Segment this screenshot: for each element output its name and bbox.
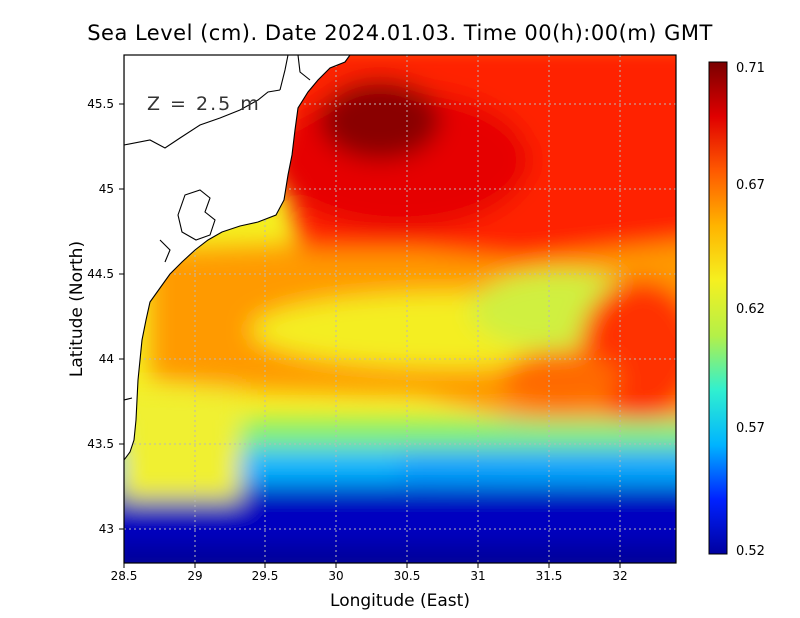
coastline-inner-2 xyxy=(279,55,289,91)
y-tick-label: 43.5 xyxy=(87,437,114,451)
x-axis-label: Longitude (East) xyxy=(330,591,470,611)
y-tick-label: 44 xyxy=(99,352,114,366)
field-deep-band xyxy=(124,545,676,563)
colorbar-tick-label: 0.62 xyxy=(736,302,765,317)
x-tick-label: 30 xyxy=(328,569,343,583)
y-axis: 43 43.5 44 44.5 45 45.5 Latitude (North) xyxy=(67,97,124,536)
field-east-orange xyxy=(500,350,620,410)
plot-frame xyxy=(123,54,677,564)
x-tick-label: 31.5 xyxy=(536,569,563,583)
x-tick-label: 30.5 xyxy=(394,569,421,583)
x-tick-label: 29 xyxy=(187,569,202,583)
coastline-lake xyxy=(177,189,216,241)
y-tick-label: 43 xyxy=(99,522,114,536)
y-axis-label: Latitude (North) xyxy=(67,241,87,377)
chart-title: Sea Level (cm). Date 2024.01.03. Time 00… xyxy=(87,21,713,45)
y-tick-label: 44.5 xyxy=(87,267,114,281)
x-axis: 28.5 29 29.5 30 30.5 31 31.5 32 Longitud… xyxy=(111,563,628,611)
colorbar-tick-label: 0.67 xyxy=(736,178,765,193)
colorbar-tick-label: 0.52 xyxy=(736,544,765,559)
colorbar-tick-label: 0.57 xyxy=(736,421,765,436)
coastline-inner-3 xyxy=(297,55,311,81)
field-maximum xyxy=(320,80,440,160)
colorbar: 0.71 0.67 0.62 0.57 0.52 xyxy=(708,61,765,559)
plot-area: Z = 2.5 m xyxy=(124,55,676,563)
x-tick-label: 28.5 xyxy=(111,569,138,583)
y-tick-label: 45 xyxy=(99,182,114,196)
x-tick-label: 31 xyxy=(470,569,485,583)
colorbar-scale xyxy=(708,61,728,555)
x-tick-label: 29.5 xyxy=(252,569,279,583)
x-tick-label: 32 xyxy=(612,569,627,583)
land-mass xyxy=(124,55,351,461)
colorbar-tick-label: 0.71 xyxy=(736,61,765,76)
y-tick-label: 45.5 xyxy=(87,97,114,111)
coastline-inner-5 xyxy=(159,239,171,263)
coastline-inner-1 xyxy=(124,89,281,149)
depth-label: Z = 2.5 m xyxy=(147,93,261,115)
field-yellow-west xyxy=(124,390,240,500)
sea-level-field xyxy=(124,55,676,563)
coastline-inner-4 xyxy=(124,397,133,401)
